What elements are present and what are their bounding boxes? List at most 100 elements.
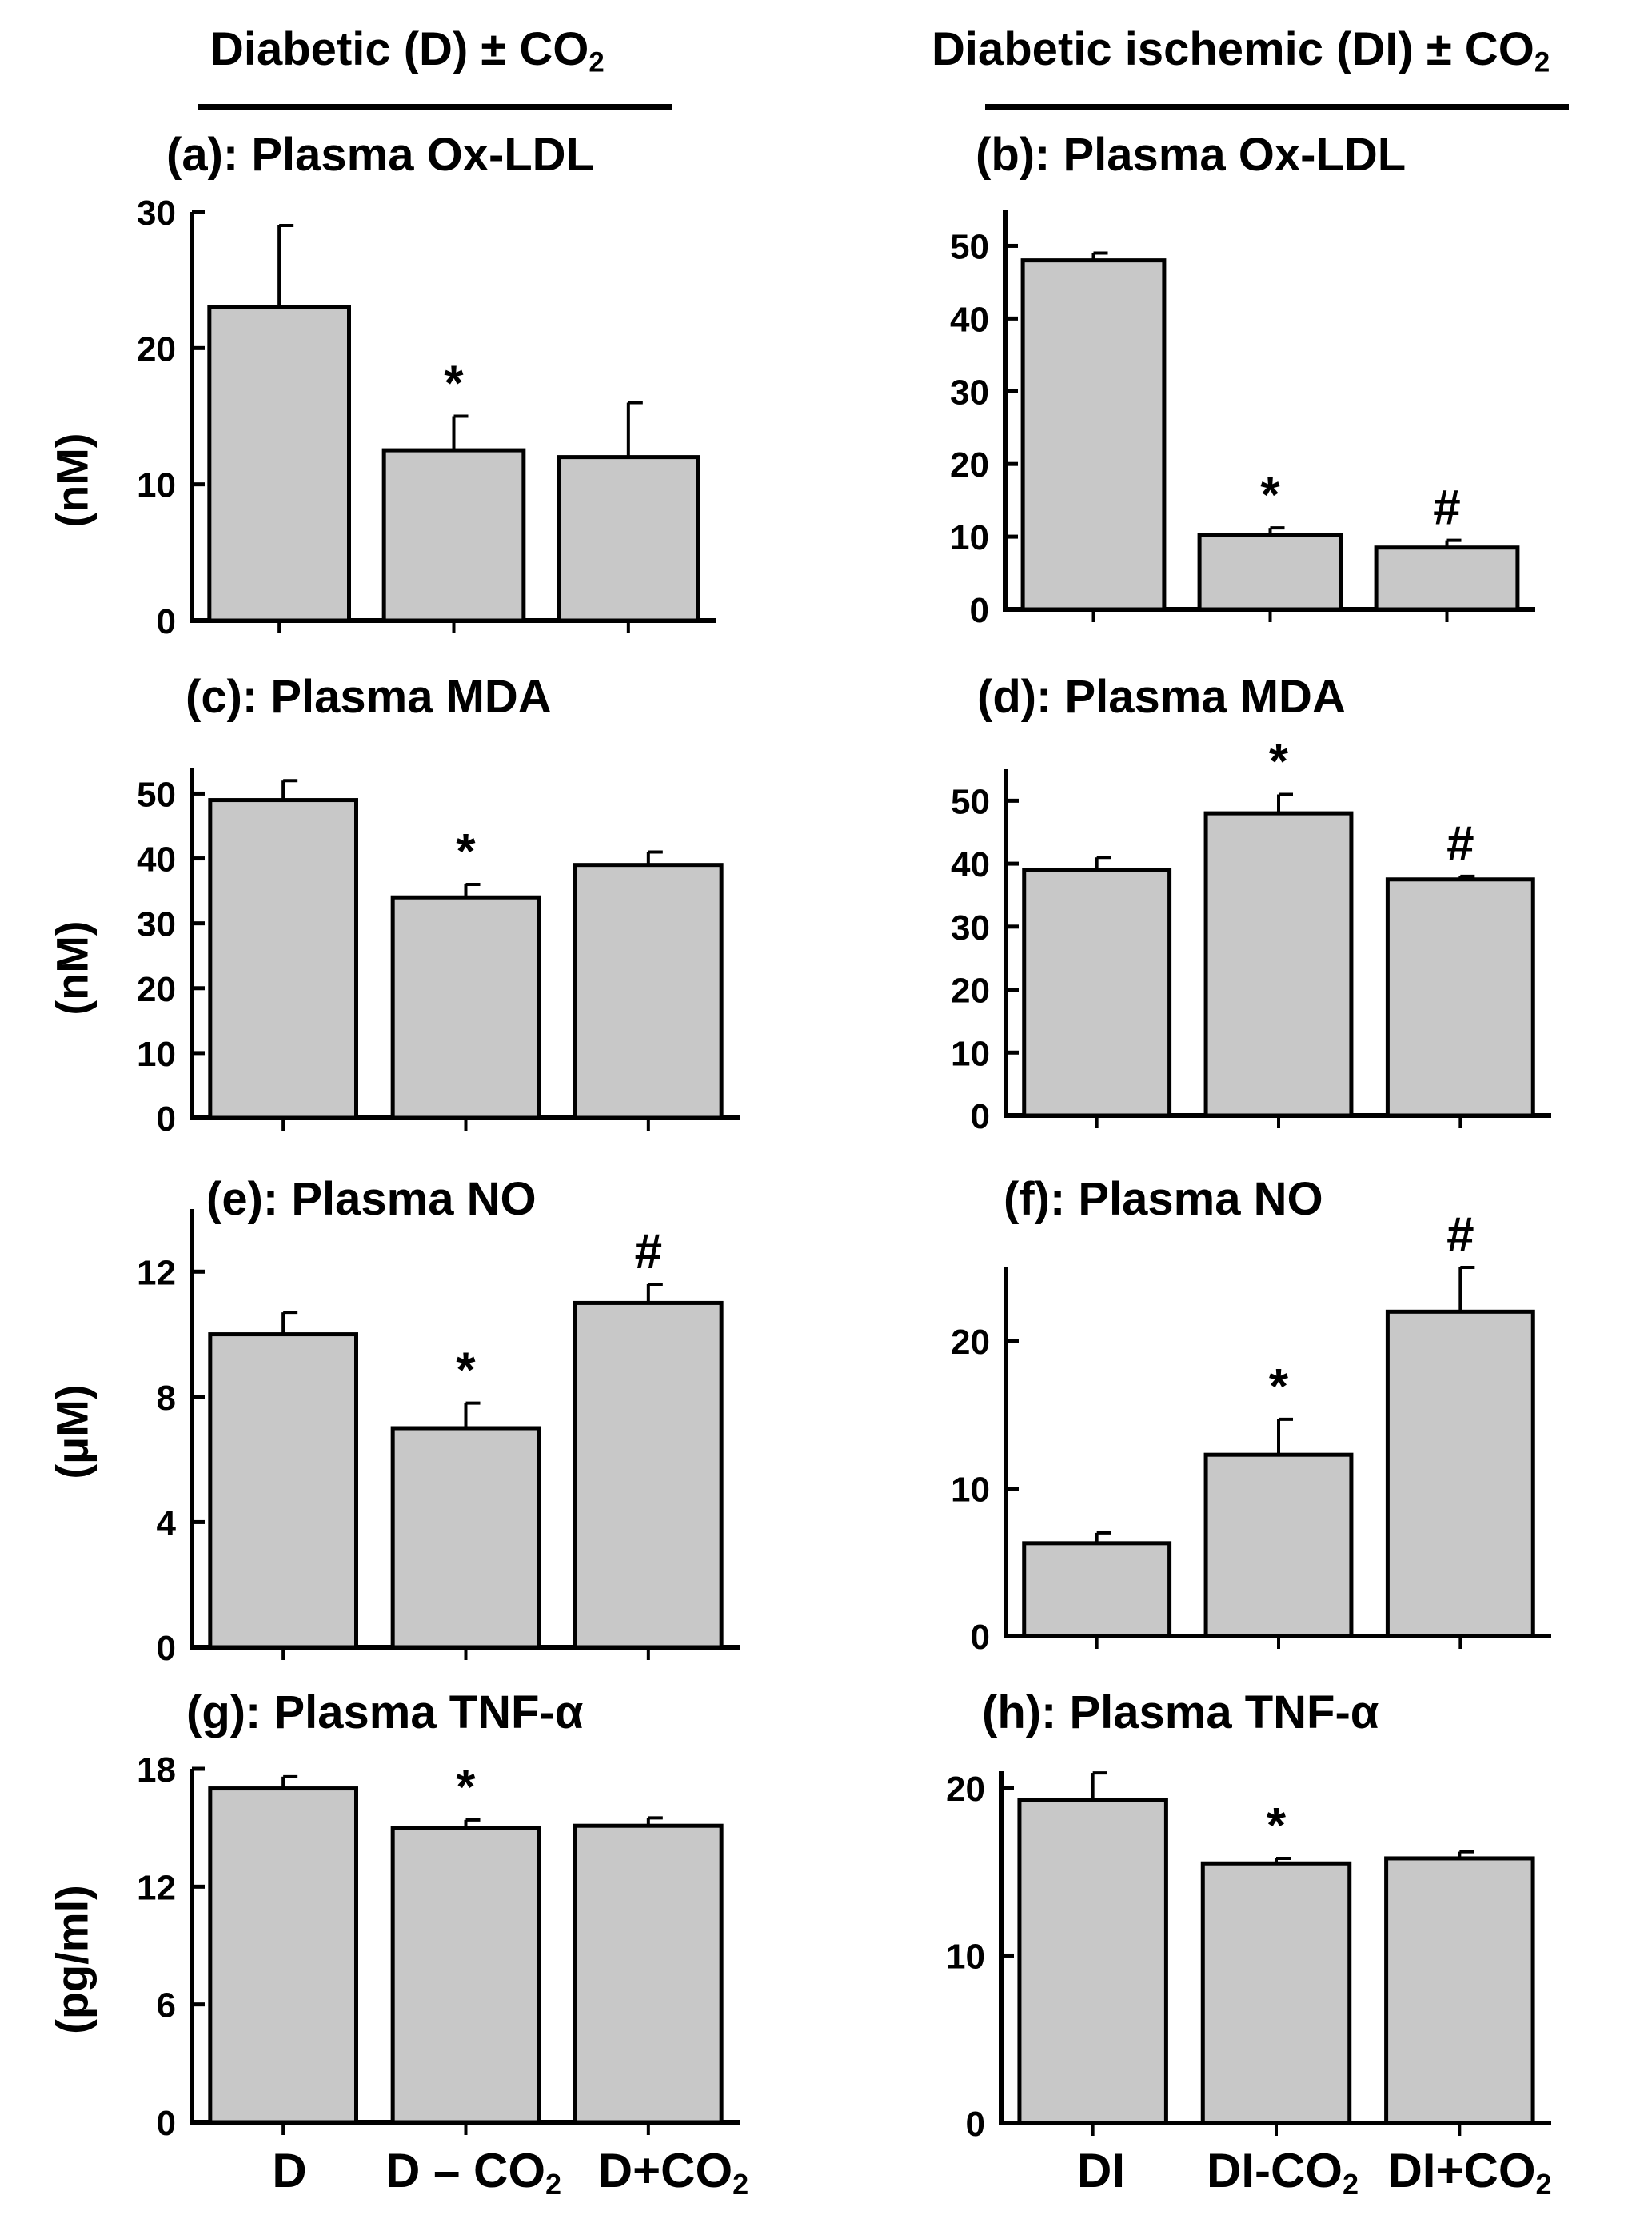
panel-c-y-tick-label: 0 bbox=[157, 1100, 176, 1139]
panel-c-bar bbox=[390, 895, 541, 1120]
right-column-header: Diabetic ischemic (DI) ± CO2 bbox=[932, 22, 1550, 79]
panel-e-y-tick-label: 0 bbox=[157, 1629, 176, 1668]
panel-h-y-tick-label: 20 bbox=[946, 1770, 985, 1809]
panel-b-title: (b): Plasma Ox-LDL bbox=[976, 129, 1407, 181]
panel-d-title: (d): Plasma MDA bbox=[977, 671, 1346, 723]
panel-a-bar bbox=[381, 448, 526, 623]
panel-b-bar bbox=[1020, 258, 1167, 612]
panel-e-bar bbox=[390, 1426, 541, 1650]
panel-g-y-tick-label: 6 bbox=[157, 1986, 176, 2025]
panel-d-significance-mark: # bbox=[1446, 816, 1474, 872]
panel-b-y-tick-label: 50 bbox=[950, 227, 989, 266]
panel-e-bar bbox=[573, 1300, 724, 1650]
x-label-left-d: D bbox=[272, 2143, 306, 2201]
right-column-rule bbox=[985, 104, 1569, 110]
panel-c-bar bbox=[208, 798, 359, 1120]
panel-h-bar bbox=[1384, 1856, 1535, 2125]
panel-f-significance-mark: * bbox=[1269, 1359, 1289, 1415]
panel-a-y-tick-label: 10 bbox=[137, 466, 176, 505]
x-label-left-d-minus-co2: D – CO2 bbox=[385, 2143, 561, 2201]
x-label-right-di: DI bbox=[1077, 2143, 1125, 2201]
panel-d-y-tick-label: 0 bbox=[971, 1097, 990, 1136]
panel-g-y-tick-label: 12 bbox=[137, 1868, 176, 1907]
panel-b-significance-mark: # bbox=[1433, 481, 1460, 536]
panel-c-y-tick-label: 20 bbox=[137, 970, 176, 1009]
panel-c-significance-mark: * bbox=[456, 824, 476, 880]
panel-b-y-tick-label: 20 bbox=[950, 445, 989, 485]
panel-b-y-tick-label: 30 bbox=[950, 373, 989, 412]
panel-d-bar bbox=[1022, 868, 1172, 1118]
left-column-header: Diabetic (D) ± CO2 bbox=[210, 22, 605, 79]
panel-e-bar bbox=[208, 1332, 359, 1650]
panel-e-title: (e): Plasma NO bbox=[206, 1173, 537, 1225]
panel-f-significance-mark: # bbox=[1446, 1207, 1474, 1263]
x-label-right-di-text: DI bbox=[1077, 2144, 1125, 2197]
panel-g-bar bbox=[573, 1823, 724, 2125]
panel-d-bar bbox=[1203, 811, 1354, 1118]
panel-e-significance-mark: * bbox=[456, 1343, 476, 1399]
panel-c-y-tick-label: 30 bbox=[137, 905, 176, 944]
panel-f-title: (f): Plasma NO bbox=[1004, 1173, 1323, 1225]
x-label-left-d-plus-co2: D+CO2 bbox=[598, 2143, 748, 2201]
panel-f-y-tick-label: 20 bbox=[951, 1323, 990, 1362]
panel-f-bar bbox=[1385, 1309, 1535, 1638]
x-label-left-d-text: D bbox=[272, 2144, 307, 2197]
panel-g-title: (g): Plasma TNF-α bbox=[186, 1686, 584, 1738]
panel-a-title: (a): Plasma Ox-LDL bbox=[166, 129, 594, 181]
panel-a-y-tick-label: 30 bbox=[137, 194, 176, 233]
panel-g-y-tick-label: 18 bbox=[137, 1750, 176, 1790]
x-label-right-di-plus-co2-text: DI+CO bbox=[1387, 2144, 1536, 2197]
panel-e-y-tick-label: 8 bbox=[157, 1379, 176, 1418]
panel-a-bar bbox=[557, 455, 700, 623]
panel-d-y-tick-label: 30 bbox=[951, 908, 990, 948]
panel-e-y-tick-label: 12 bbox=[137, 1253, 176, 1292]
panel-f-bar bbox=[1203, 1452, 1354, 1638]
x-label-left-d-plus-co2-sub: 2 bbox=[732, 2168, 749, 2201]
panel-h-y-tick-label: 0 bbox=[966, 2105, 985, 2144]
x-label-right-di-plus-co2: DI+CO2 bbox=[1387, 2143, 1551, 2201]
x-label-left-d-minus-co2-text: D – CO bbox=[385, 2144, 546, 2197]
right-column-header-subscript: 2 bbox=[1534, 46, 1550, 78]
panel-a-significance-mark: * bbox=[444, 357, 464, 412]
panel-b-significance-mark: * bbox=[1260, 468, 1280, 523]
panel-a-y-tick-label: 0 bbox=[157, 602, 176, 641]
panel-e-significance-mark: # bbox=[635, 1224, 662, 1279]
left-column-rule bbox=[198, 104, 672, 110]
panel-c-bar bbox=[573, 863, 724, 1120]
panel-a-y-tick-label: 20 bbox=[137, 329, 176, 369]
panel-g-bar bbox=[208, 1786, 359, 2125]
panel-f-y-tick-label: 0 bbox=[971, 1618, 990, 1657]
panel-c-y-tick-label: 40 bbox=[137, 840, 176, 880]
panel-c-y-tick-label: 50 bbox=[137, 775, 176, 814]
panel-f-y-tick-label: 10 bbox=[951, 1471, 990, 1510]
x-label-left-d-plus-co2-text: D+CO bbox=[597, 2144, 733, 2197]
panel-b-bar bbox=[1197, 533, 1343, 612]
x-label-right-di-minus-co2: DI-CO2 bbox=[1207, 2143, 1359, 2201]
panel-h-significance-mark: * bbox=[1267, 1798, 1287, 1854]
left-column-header-subscript: 2 bbox=[589, 46, 605, 78]
panel-b-y-tick-label: 40 bbox=[950, 300, 989, 339]
panel-h-title: (h): Plasma TNF-α bbox=[982, 1686, 1379, 1738]
panel-d-significance-mark: * bbox=[1269, 734, 1289, 789]
panel-h-bar bbox=[1017, 1798, 1168, 2125]
x-label-right-di-plus-co2-sub: 2 bbox=[1535, 2168, 1552, 2201]
panel-c-title: (c): Plasma MDA bbox=[186, 671, 552, 723]
x-label-right-di-minus-co2-text: DI-CO bbox=[1206, 2144, 1343, 2197]
panel-h-bar bbox=[1200, 1861, 1352, 2125]
panel-d-y-tick-label: 10 bbox=[951, 1034, 990, 1073]
panel-d-y-tick-label: 20 bbox=[951, 972, 990, 1011]
left-column-header-text: Diabetic (D) ± CO bbox=[210, 23, 589, 75]
panel-g-y-tick-label: 0 bbox=[157, 2104, 176, 2143]
right-column-header-text: Diabetic ischemic (DI) ± CO bbox=[932, 23, 1534, 75]
x-label-left-d-minus-co2-sub: 2 bbox=[545, 2168, 562, 2201]
panel-b-y-tick-label: 10 bbox=[950, 518, 989, 557]
panel-b-y-tick-label: 0 bbox=[970, 591, 989, 630]
panel-d-bar bbox=[1385, 877, 1535, 1118]
panel-a-bar bbox=[207, 305, 352, 623]
panel-e-y-tick-label: 4 bbox=[157, 1503, 177, 1543]
panel-f-bar bbox=[1022, 1541, 1172, 1638]
panel-g-bar bbox=[390, 1826, 541, 2125]
panel-d-y-tick-label: 50 bbox=[951, 782, 990, 821]
panel-c-y-tick-label: 10 bbox=[137, 1035, 176, 1074]
